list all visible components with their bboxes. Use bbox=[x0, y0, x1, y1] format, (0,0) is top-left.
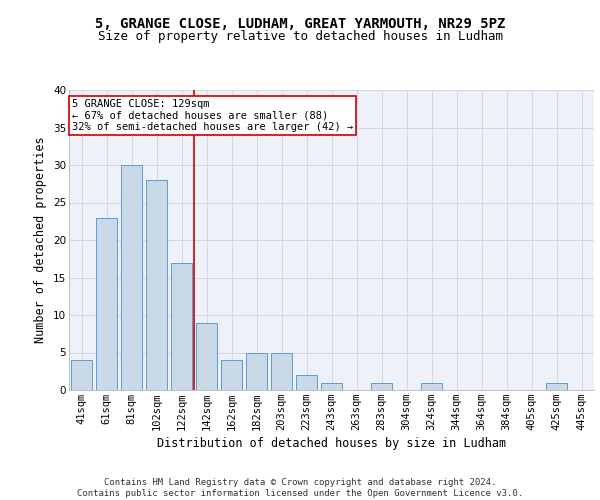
Bar bbox=[371, 382, 392, 390]
Bar bbox=[196, 322, 217, 390]
Bar bbox=[421, 382, 442, 390]
Bar bbox=[246, 352, 267, 390]
Bar bbox=[271, 352, 292, 390]
X-axis label: Distribution of detached houses by size in Ludham: Distribution of detached houses by size … bbox=[157, 437, 506, 450]
Bar bbox=[546, 382, 567, 390]
Bar bbox=[146, 180, 167, 390]
Bar bbox=[171, 262, 192, 390]
Bar bbox=[96, 218, 117, 390]
Text: Contains HM Land Registry data © Crown copyright and database right 2024.
Contai: Contains HM Land Registry data © Crown c… bbox=[77, 478, 523, 498]
Text: 5, GRANGE CLOSE, LUDHAM, GREAT YARMOUTH, NR29 5PZ: 5, GRANGE CLOSE, LUDHAM, GREAT YARMOUTH,… bbox=[95, 18, 505, 32]
Y-axis label: Number of detached properties: Number of detached properties bbox=[34, 136, 47, 344]
Bar bbox=[71, 360, 92, 390]
Bar bbox=[296, 375, 317, 390]
Text: Size of property relative to detached houses in Ludham: Size of property relative to detached ho… bbox=[97, 30, 503, 43]
Text: 5 GRANGE CLOSE: 129sqm
← 67% of detached houses are smaller (88)
32% of semi-det: 5 GRANGE CLOSE: 129sqm ← 67% of detached… bbox=[71, 99, 353, 132]
Bar bbox=[321, 382, 342, 390]
Bar bbox=[121, 165, 142, 390]
Bar bbox=[221, 360, 242, 390]
